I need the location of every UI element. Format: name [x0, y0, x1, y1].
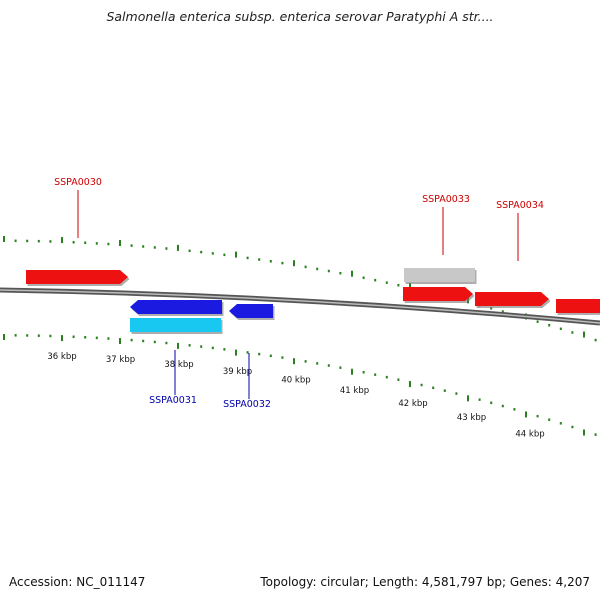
scale-label: 41 kbp	[340, 386, 369, 396]
genome-stats-label: Topology: circular; Length: 4,581,797 bp…	[260, 575, 590, 589]
gene-arrow-SSPA0030	[26, 270, 130, 286]
gene-label-SSPA0030: SSPA0030	[54, 177, 102, 188]
gene-label-SSPA0033: SSPA0033	[422, 194, 470, 205]
bottom-tick-track	[3, 334, 597, 436]
scale-label: 38 kbp	[164, 360, 193, 370]
gene-label-SSPA0032: SSPA0032	[223, 399, 271, 410]
map-title: Salmonella enterica subsp. enterica sero…	[106, 9, 494, 24]
gene-arrow-SSPA0032	[229, 304, 275, 320]
scale-label: 42 kbp	[398, 399, 427, 409]
scale-label: 40 kbp	[281, 376, 310, 386]
scale-label: 39 kbp	[223, 367, 252, 377]
scale-labels: 36 kbp 37 kbp 38 kbp 39 kbp 40 kbp 41 kbp 42 k…	[47, 352, 544, 440]
gene-arrow-unlabeled	[404, 268, 477, 284]
gene-label-SSPA0031: SSPA0031	[149, 395, 197, 406]
gene-arrow-SSPA0034	[475, 292, 551, 308]
gene-arrow-SSPA0031	[130, 300, 224, 316]
scale-label: 43 kbp	[457, 413, 486, 423]
gene-arrow-SSPA0033	[403, 287, 475, 303]
gene-arrow-unlabeled	[556, 299, 600, 315]
accession-label: Accession: NC_011147	[9, 575, 146, 589]
gene-features	[26, 268, 600, 334]
scale-label: 36 kbp	[47, 352, 76, 362]
gene-labels: SSPA0030 SSPA0031 SSPA0032 SSPA0033 SSPA0034	[54, 177, 544, 410]
scale-label: 37 kbp	[106, 355, 135, 365]
gene-arrow-unlabeled	[130, 318, 223, 334]
gene-label-SSPA0034: SSPA0034	[496, 200, 544, 211]
scale-label: 44 kbp	[515, 430, 544, 440]
